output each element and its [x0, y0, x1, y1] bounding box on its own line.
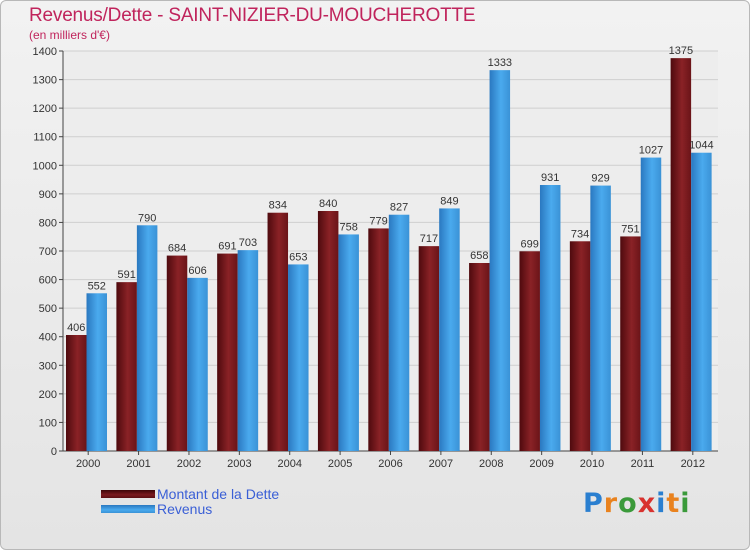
x-tick-label: 2011 [631, 458, 655, 470]
data-label-debt: 699 [521, 238, 539, 250]
bar-revenue [187, 277, 208, 451]
data-label-revenue: 1333 [488, 57, 512, 69]
y-tick-label: 1300 [33, 75, 57, 87]
bar-debt [620, 236, 641, 451]
bar-debt [217, 253, 238, 451]
logo-letter: r [603, 488, 619, 519]
data-label-debt: 591 [117, 269, 135, 281]
x-tick-label: 2009 [529, 458, 553, 470]
bar-revenue [439, 208, 460, 451]
logo-letter: P [583, 488, 604, 519]
y-tick-label: 1200 [33, 103, 57, 115]
bar-debt [267, 212, 289, 451]
bar-debt [418, 246, 440, 451]
bar-revenue [288, 264, 309, 451]
logo-letter: x [637, 488, 657, 519]
logo-letter: o [618, 488, 638, 519]
x-tick-label: 2004 [277, 458, 301, 470]
data-label-revenue: 827 [390, 202, 408, 214]
logo-letter: i [656, 488, 667, 519]
data-label-revenue: 1044 [689, 140, 713, 152]
data-label-revenue: 653 [289, 251, 307, 263]
bar-debt [569, 241, 591, 451]
data-label-revenue: 703 [239, 237, 257, 249]
x-tick-label: 2002 [177, 458, 201, 470]
bar-revenue [539, 185, 561, 451]
legend-label-revenue: Revenus [157, 501, 213, 517]
data-label-debt: 734 [571, 228, 589, 240]
x-tick-label: 2007 [429, 458, 453, 470]
bar-revenue [86, 293, 107, 451]
y-tick-label: 1400 [33, 46, 57, 58]
data-label-debt: 1375 [669, 45, 693, 57]
bar-debt [116, 282, 137, 451]
chart-subtitle: (en milliers d'€) [29, 28, 110, 42]
data-label-revenue: 849 [440, 195, 458, 207]
data-label-revenue: 790 [138, 212, 156, 224]
bar-revenue [489, 70, 511, 452]
x-tick-label: 2010 [580, 458, 604, 470]
data-label-revenue: 758 [339, 221, 357, 233]
data-label-debt: 751 [621, 223, 639, 235]
y-tick-label: 600 [39, 275, 57, 287]
data-label-debt: 840 [319, 198, 337, 210]
x-tick-label: 2000 [76, 458, 100, 470]
y-tick-label: 1000 [33, 160, 57, 172]
logo-letter: t [666, 488, 681, 519]
y-tick-label: 800 [39, 217, 57, 229]
data-label-debt: 779 [369, 215, 387, 227]
bar-debt [469, 263, 490, 451]
y-tick-label: 100 [39, 417, 57, 429]
data-label-debt: 691 [218, 241, 236, 253]
y-tick-label: 1100 [33, 132, 57, 144]
data-label-debt: 684 [168, 243, 186, 255]
data-label-revenue: 1027 [639, 145, 663, 157]
x-tick-label: 2006 [378, 458, 402, 470]
x-tick-label: 2005 [328, 458, 352, 470]
x-tick-label: 2003 [227, 458, 251, 470]
chart-title: Revenus/Dette - SAINT-NIZIER-DU-MOUCHERO… [29, 5, 476, 26]
x-tick-label: 2012 [681, 458, 705, 470]
bar-revenue [237, 250, 259, 451]
bar-debt [66, 335, 87, 451]
legend-swatch-revenue [101, 505, 155, 513]
bar-revenue [388, 214, 410, 451]
bar-revenue [691, 152, 712, 451]
y-tick-label: 900 [39, 189, 57, 201]
proxiti-logo: Proxiti [583, 488, 691, 519]
data-label-revenue: 552 [88, 280, 106, 292]
y-tick-label: 700 [39, 246, 57, 258]
data-label-revenue: 929 [591, 173, 609, 185]
y-tick-label: 200 [39, 389, 57, 401]
bar-revenue [136, 225, 158, 451]
bar-revenue [640, 157, 662, 452]
x-tick-label: 2001 [126, 458, 150, 470]
bar-debt [166, 255, 188, 451]
bar-revenue [338, 234, 359, 451]
data-label-debt: 406 [67, 322, 85, 334]
bar-debt [670, 58, 692, 452]
data-label-revenue: 606 [188, 265, 206, 277]
data-label-debt: 834 [269, 200, 287, 212]
logo-letter: i [680, 488, 691, 519]
bar-debt [368, 228, 389, 451]
bar-revenue [590, 185, 611, 452]
data-label-debt: 658 [470, 250, 488, 262]
y-tick-label: 500 [39, 303, 57, 315]
bar-debt [317, 211, 339, 451]
data-label-revenue: 931 [541, 172, 559, 184]
bar-debt [519, 251, 540, 451]
y-tick-label: 0 [51, 446, 57, 458]
y-tick-label: 300 [39, 360, 57, 372]
x-tick-label: 2008 [479, 458, 503, 470]
y-tick-label: 400 [39, 332, 57, 344]
data-label-debt: 717 [420, 233, 438, 245]
legend-swatch-debt [101, 490, 155, 498]
legend-label-debt: Montant de la Dette [157, 486, 280, 502]
